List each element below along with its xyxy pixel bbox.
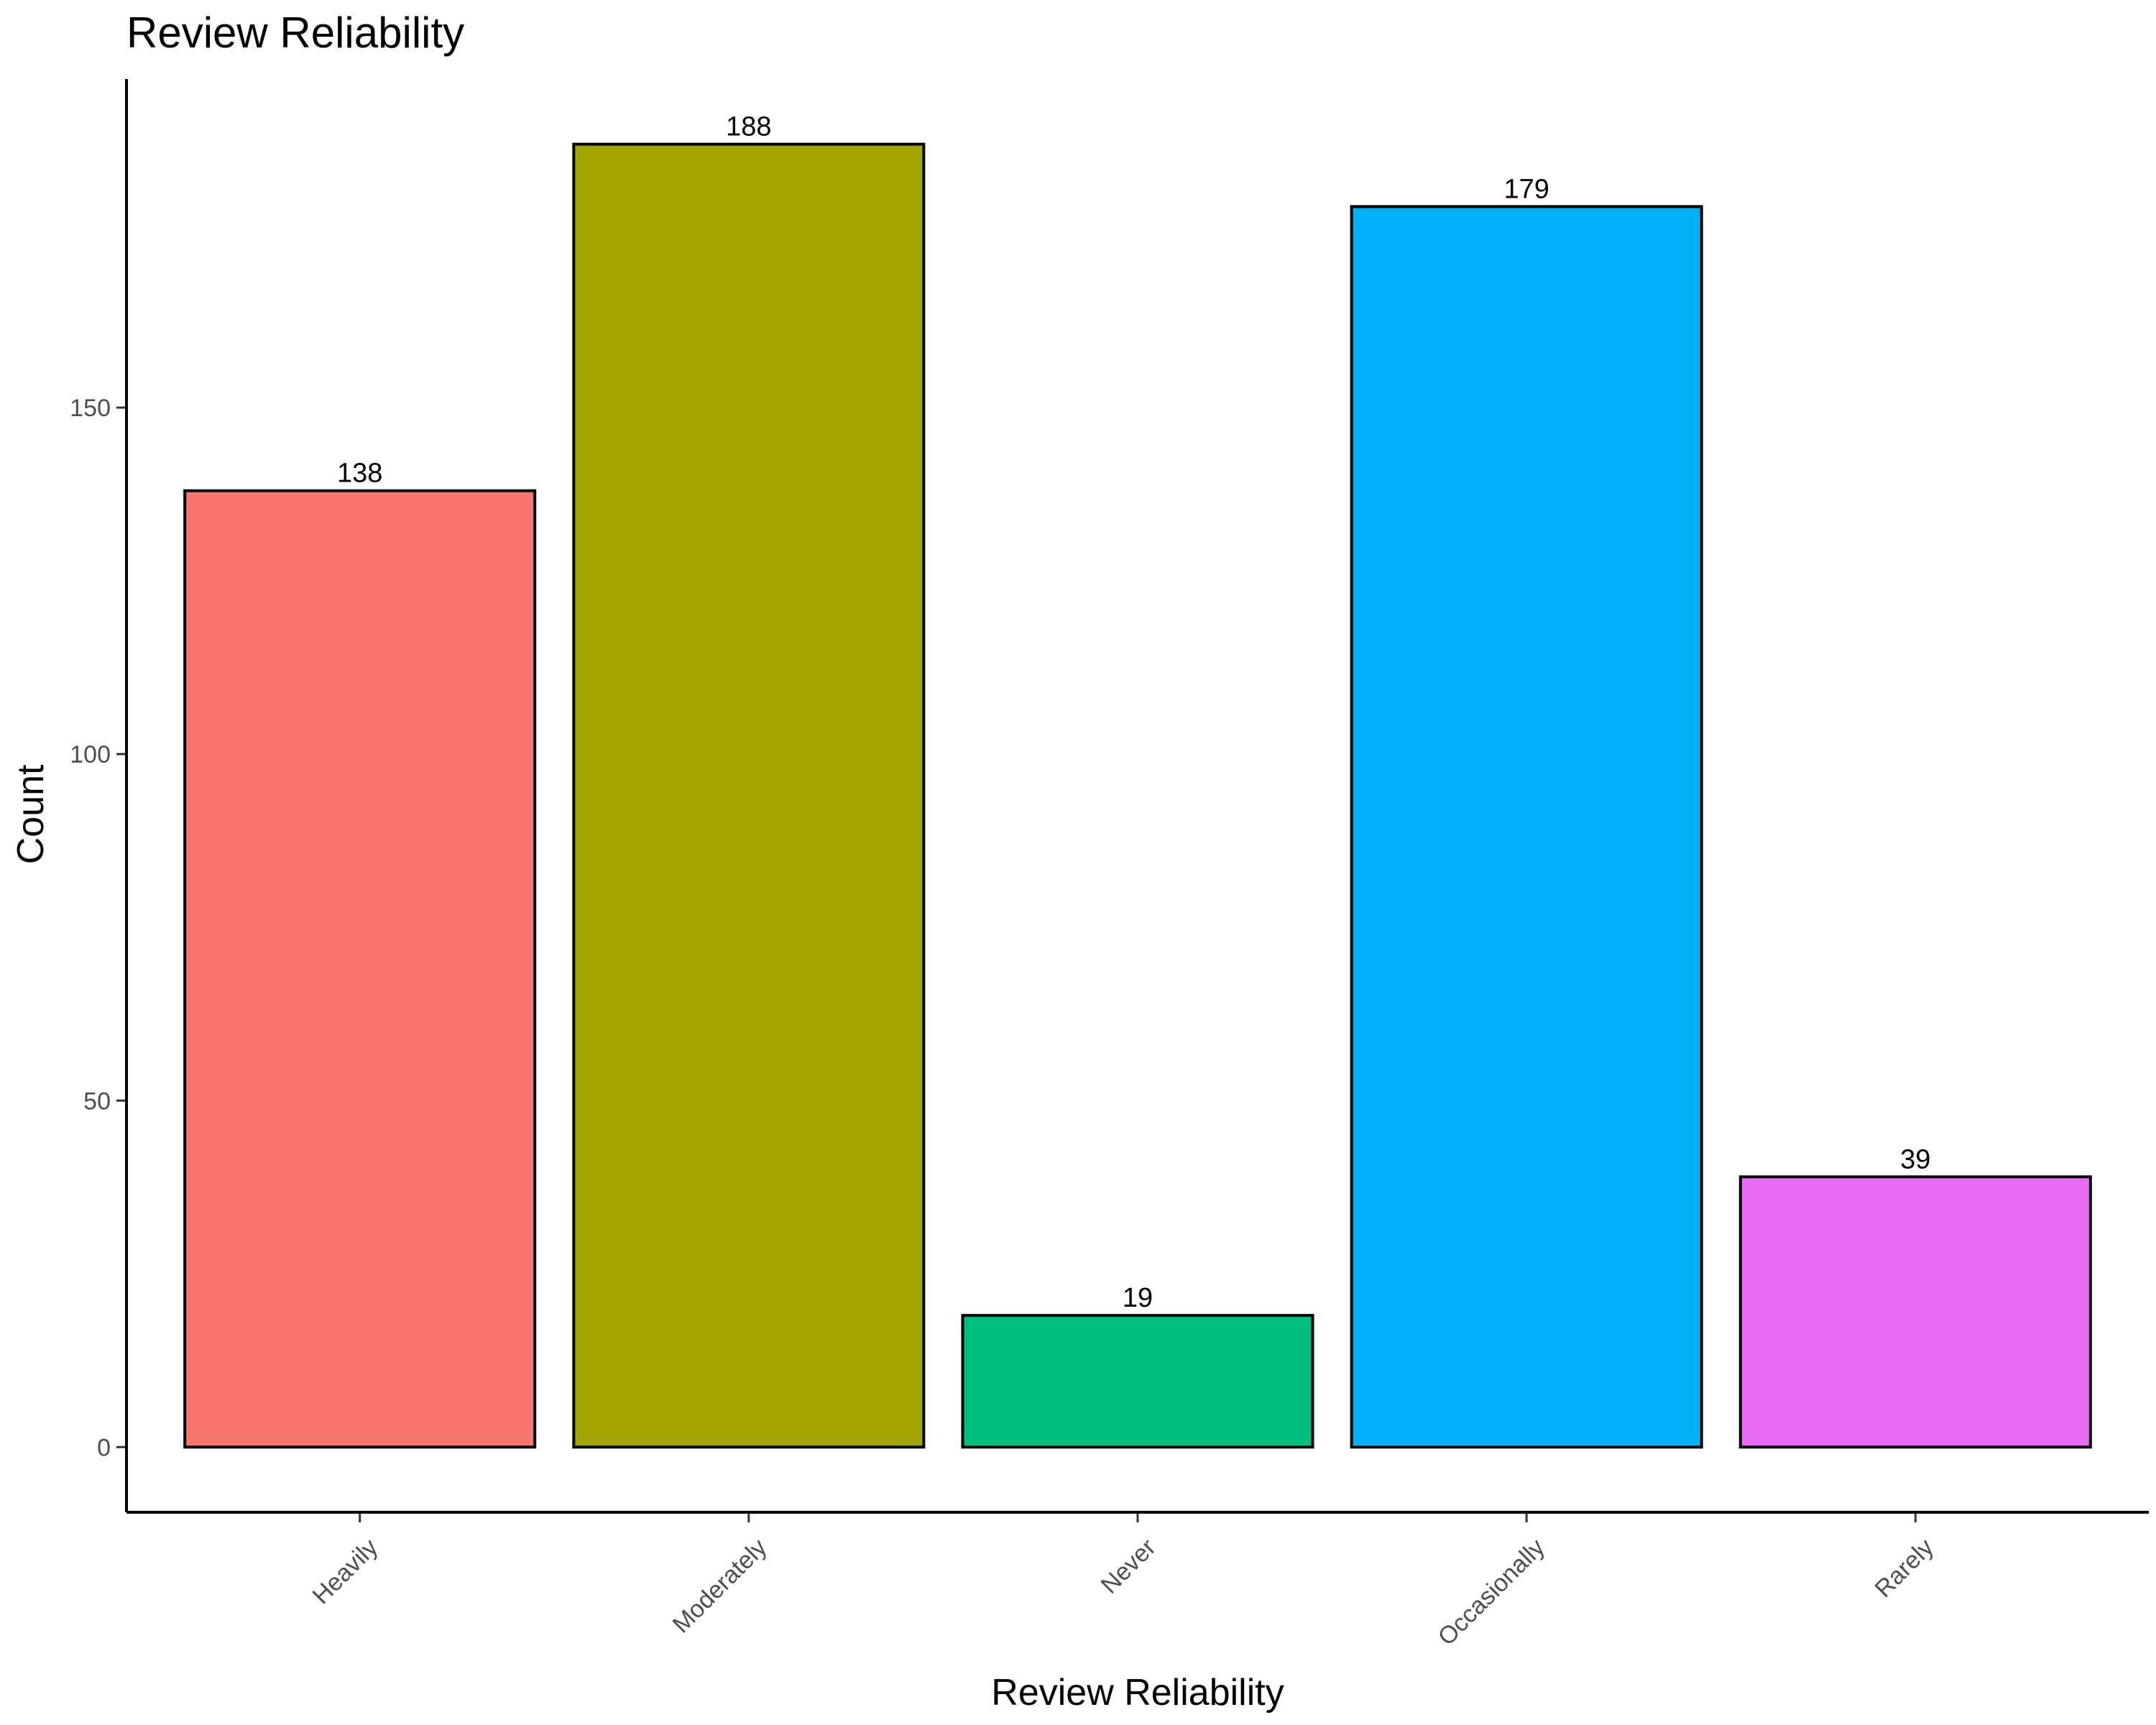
x-tick-label-heavily: Heavily — [308, 1534, 384, 1610]
x-tick-label-occasionally: Occasionally — [1433, 1534, 1550, 1651]
value-label-occasionally: 179 — [1503, 174, 1549, 204]
value-label-heavily: 138 — [337, 459, 382, 489]
bar-occasionally — [1350, 205, 1703, 1449]
value-labels: 138 188 19 179 39 — [337, 112, 1930, 1314]
bar-never — [961, 1314, 1314, 1449]
y-tick-label: 100 — [70, 741, 111, 768]
y-tick-label: 150 — [70, 395, 111, 422]
bar-heavily — [183, 489, 537, 1449]
value-label-moderately: 188 — [726, 112, 771, 142]
y-tick-label: 0 — [97, 1434, 111, 1461]
value-label-rarely: 39 — [1900, 1144, 1930, 1174]
y-axis-title: Count — [10, 764, 52, 864]
y-tick-label: 50 — [83, 1087, 111, 1115]
bar-rarely — [1738, 1175, 2092, 1449]
x-tick-label-never: Never — [1096, 1534, 1161, 1599]
chart-title: Review Reliability — [126, 9, 464, 57]
bars — [183, 142, 2092, 1449]
x-tick-label-rarely: Rarely — [1870, 1534, 1939, 1603]
x-axis-title: Review Reliability — [991, 1672, 1284, 1714]
y-axis-ticks: 0 50 100 150 — [70, 395, 126, 1461]
value-label-never: 19 — [1123, 1283, 1153, 1313]
x-axis-ticks: Heavily Moderately Never Occasionally Rarely — [308, 1512, 1939, 1651]
x-tick-label-moderately: Moderately — [668, 1534, 773, 1639]
bar-moderately — [572, 142, 926, 1449]
